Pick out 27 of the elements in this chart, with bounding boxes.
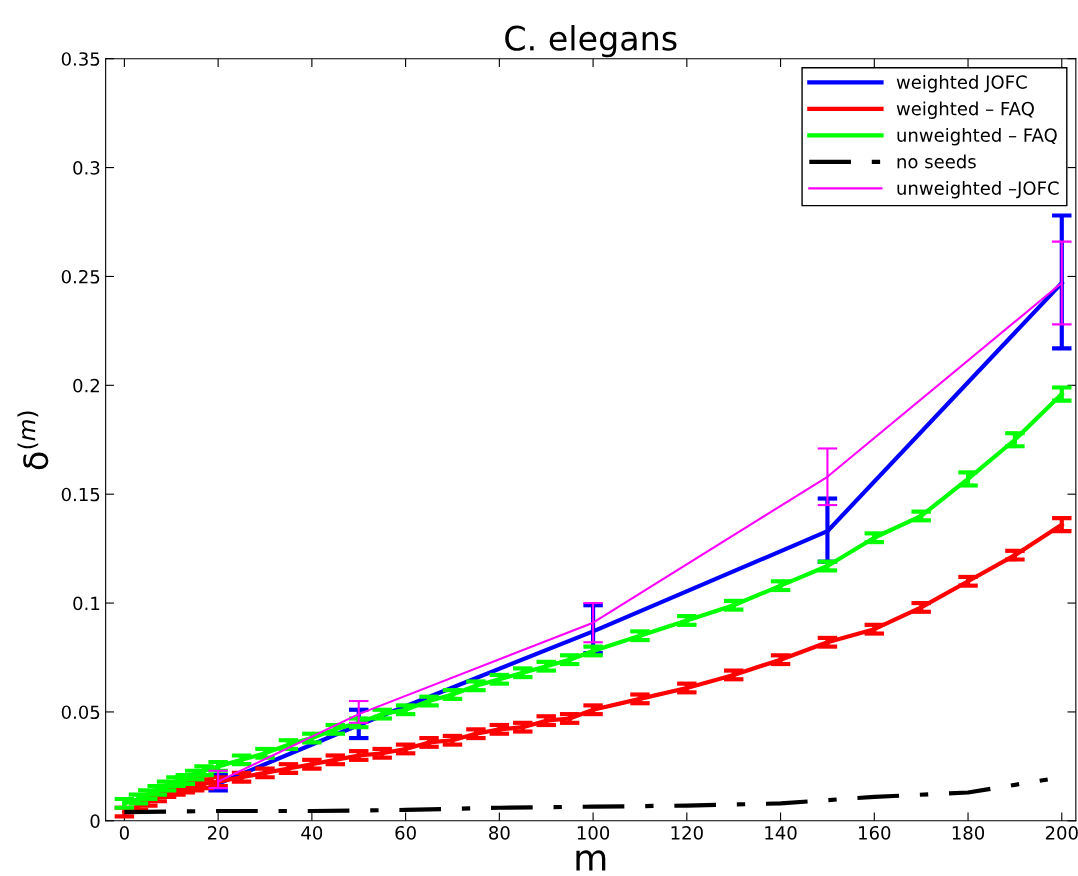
legend-label: weighted – FAQ <box>896 101 1034 119</box>
x-tick-label: 0 <box>119 825 129 840</box>
y-tick-label: 0.15 <box>61 487 100 502</box>
y-tick-label: 0 <box>90 814 100 828</box>
x-tick-label: 180 <box>952 825 985 840</box>
x-axis-title: m <box>576 850 606 871</box>
x-tick-label: 140 <box>765 825 797 840</box>
x-tick-label: 20 <box>207 825 229 840</box>
x-tick-label: 200 <box>1045 825 1078 840</box>
x-tick-label: 100 <box>577 825 610 840</box>
y-axis-title: δ$^{(m)}$ <box>17 411 49 470</box>
chart-title: C. elegans <box>505 25 677 58</box>
x-tick-label: 40 <box>301 825 323 840</box>
y-tick-label: 0.1 <box>73 596 100 611</box>
y-tick-label: 0.35 <box>61 52 100 66</box>
x-tick-label: 120 <box>671 825 703 840</box>
y-tick-label: 0.05 <box>61 705 100 720</box>
y-tick-label: 0.3 <box>73 161 100 175</box>
legend-label: unweighted – FAQ <box>897 127 1057 146</box>
legend-label: weighted JOFC <box>896 74 1027 93</box>
x-tick-label: 160 <box>859 825 891 840</box>
y-tick-label: 0.2 <box>73 378 99 393</box>
y-tick-label: 0.25 <box>61 269 100 284</box>
legend-label: unweighted –JOFC <box>897 180 1059 199</box>
x-tick-label: 60 <box>395 825 416 840</box>
legend-label: no seeds <box>897 154 976 169</box>
x-tick-label: 80 <box>489 825 510 840</box>
